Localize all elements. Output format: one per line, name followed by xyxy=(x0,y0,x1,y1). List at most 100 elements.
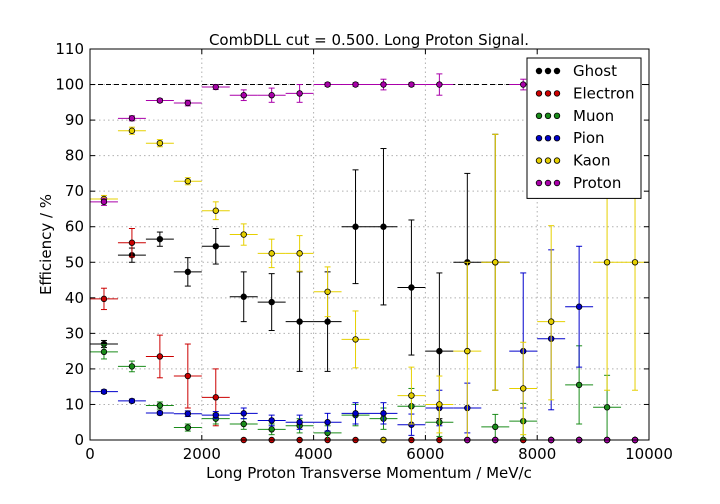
data-point xyxy=(547,318,555,325)
data-point xyxy=(352,223,359,230)
data-point xyxy=(128,397,136,405)
y-axis-title: Efficiency / % xyxy=(37,194,55,295)
legend-label-electron: Electron xyxy=(573,84,635,102)
data-point xyxy=(352,336,359,343)
plot-frame xyxy=(89,48,650,441)
legend-label-proton: Proton xyxy=(573,174,621,192)
data-point xyxy=(492,423,499,431)
x-tick-label: 10000 xyxy=(625,445,673,463)
data-point xyxy=(184,99,192,107)
legend-marker xyxy=(544,134,552,142)
legend-marker xyxy=(553,67,561,75)
x-axis-title: Long Proton Transverse Momentum / MeV/c xyxy=(206,464,532,482)
data-point xyxy=(156,402,164,409)
data-point xyxy=(296,250,303,257)
data-point xyxy=(100,388,108,395)
legend-label-muon: Muon xyxy=(573,107,614,125)
data-point xyxy=(268,417,275,424)
y-tick-label: 110 xyxy=(55,40,84,58)
legend-marker xyxy=(544,179,552,187)
data-point xyxy=(324,419,331,426)
legend-marker xyxy=(544,112,552,119)
data-point xyxy=(100,348,108,356)
legend-marker xyxy=(535,67,543,75)
data-point xyxy=(492,259,499,266)
chart-title: CombDLL cut = 0.500. Long Proton Signal. xyxy=(209,31,529,49)
y-tick-label: 70 xyxy=(65,182,84,200)
data-point xyxy=(128,115,136,122)
data-point xyxy=(268,92,275,99)
data-point xyxy=(380,223,387,230)
data-point xyxy=(212,207,219,214)
legend-marker xyxy=(544,157,552,164)
data-point xyxy=(296,419,303,426)
x-tick-label: 2000 xyxy=(183,445,221,463)
data-point xyxy=(212,411,219,419)
data-point xyxy=(156,235,164,243)
data-point xyxy=(184,178,192,185)
data-point xyxy=(156,353,164,360)
data-point xyxy=(100,295,108,303)
data-point xyxy=(184,424,192,431)
legend: Ghost Electron Muon Pion Kaon Proton xyxy=(526,57,642,199)
data-point xyxy=(184,410,192,417)
data-point xyxy=(156,97,164,104)
y-tick-label: 10 xyxy=(65,395,84,413)
legend-marker xyxy=(544,90,552,97)
data-point xyxy=(408,81,415,88)
data-point xyxy=(240,293,247,300)
data-point xyxy=(212,394,219,401)
legend-marker xyxy=(553,179,561,187)
data-point xyxy=(184,372,192,380)
y-tick-label: 80 xyxy=(65,147,84,165)
data-point xyxy=(240,420,247,428)
y-tick-label: 60 xyxy=(65,218,84,236)
data-point xyxy=(100,198,108,206)
data-point xyxy=(324,81,331,88)
data-point xyxy=(296,318,303,325)
y-tick-label: 0 xyxy=(74,431,84,449)
legend-marker xyxy=(535,90,543,97)
data-point xyxy=(575,381,583,389)
legend-label-ghost: Ghost xyxy=(573,62,617,80)
data-point xyxy=(436,81,443,88)
y-tick-label: 100 xyxy=(55,76,84,94)
x-tick-label: 8000 xyxy=(518,445,556,463)
legend-marker xyxy=(535,112,543,119)
data-point xyxy=(128,127,136,134)
data-point xyxy=(631,259,639,266)
data-point xyxy=(352,410,359,417)
data-point xyxy=(520,385,527,392)
data-point xyxy=(324,288,331,295)
axis-ticks: 0 2000 4000 6000 8000 10000 0 10 20 30 40 50 60 70 80 9… xyxy=(55,40,673,463)
x-tick-label: 0 xyxy=(85,445,95,463)
legend-marker xyxy=(535,179,543,187)
data-point xyxy=(156,409,164,417)
y-tick-label: 20 xyxy=(65,360,84,378)
legend-marker xyxy=(553,90,561,97)
legend-marker xyxy=(535,157,543,164)
y-tick-label: 90 xyxy=(65,111,84,129)
legend-marker xyxy=(544,67,552,75)
data-point xyxy=(240,231,247,238)
data-point xyxy=(212,243,219,250)
data-point xyxy=(408,392,415,399)
data-point xyxy=(352,81,359,88)
data-point xyxy=(268,426,275,433)
legend-marker xyxy=(553,157,561,164)
data-point xyxy=(436,347,443,355)
data-point xyxy=(603,404,611,411)
data-point xyxy=(128,239,136,246)
data-point xyxy=(268,250,275,257)
legend-marker xyxy=(535,134,543,142)
data-point xyxy=(603,259,611,266)
data-point xyxy=(128,363,136,370)
y-tick-label: 30 xyxy=(65,324,84,342)
legend-marker xyxy=(553,112,561,119)
data-point xyxy=(380,81,387,88)
data-point xyxy=(240,92,247,99)
data-point xyxy=(240,410,247,417)
data-point xyxy=(184,268,192,276)
y-tick-label: 50 xyxy=(65,253,84,271)
legend-marker xyxy=(553,134,561,142)
